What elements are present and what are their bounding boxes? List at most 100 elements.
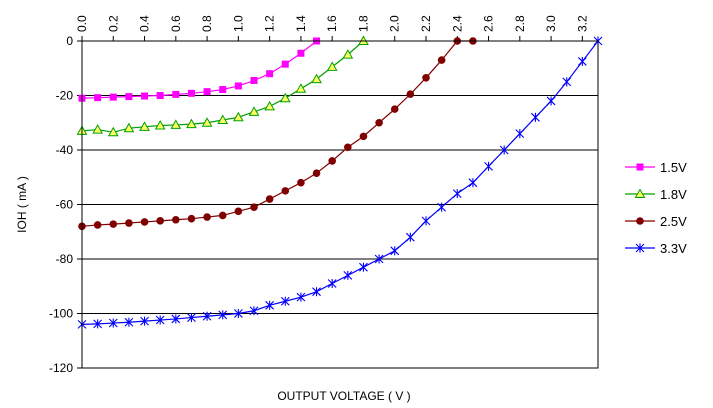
legend-label: 2.5V <box>660 214 687 229</box>
y-axis-ticks: 0 -20 -40 -60 -80 -100 -120 <box>49 34 82 375</box>
x-tick-label: 0.4 <box>138 15 152 32</box>
data-point <box>156 217 164 225</box>
legend: 1.5V 1.8V 2.5V 3.3V <box>625 160 687 256</box>
data-point <box>171 314 181 324</box>
data-point <box>531 112 540 122</box>
data-point <box>359 262 368 272</box>
data-point <box>374 254 384 264</box>
x-tick-label: 2.2 <box>419 15 433 32</box>
data-point <box>201 117 213 127</box>
data-point <box>264 100 275 111</box>
data-point <box>281 60 289 68</box>
legend-label: 1.5V <box>660 160 687 175</box>
data-point <box>344 143 352 152</box>
data-point <box>421 216 431 226</box>
x-tick-label: 1.8 <box>356 15 370 32</box>
y-tick-label: -60 <box>56 198 74 212</box>
data-point <box>187 89 195 97</box>
legend-item: 1.5V <box>625 160 687 175</box>
data-point <box>312 287 321 297</box>
data-point <box>437 202 447 212</box>
data-point <box>280 296 290 306</box>
data-point <box>279 92 291 103</box>
data-point <box>124 317 134 327</box>
data-point <box>141 92 149 100</box>
data-point <box>219 86 227 94</box>
data-point <box>218 211 227 220</box>
data-point <box>202 311 212 321</box>
data-point <box>233 111 244 122</box>
y-tick-label: -20 <box>56 89 74 103</box>
series-line <box>81 40 599 325</box>
data-point <box>405 232 415 242</box>
x-tick-label: 1.4 <box>294 15 308 32</box>
data-point <box>343 270 353 280</box>
data-point <box>311 73 322 84</box>
data-point <box>234 207 243 216</box>
legend-marker <box>636 217 644 225</box>
legend-item: 2.5V <box>625 214 687 229</box>
data-point <box>281 187 290 195</box>
legend-label: 3.3V <box>660 241 687 256</box>
data-point <box>109 93 117 101</box>
data-point <box>92 124 103 134</box>
x-tick-label: 0.8 <box>200 15 214 32</box>
y-tick-label: -100 <box>49 307 73 321</box>
x-axis-ticks: 0.0 0.2 0.4 0.6 0.8 1.0 1.2 1.4 1.6 1.8 2.0 2.2 2.4 2… <box>75 15 589 41</box>
data-point <box>375 118 383 127</box>
data-point <box>452 189 462 199</box>
data-point <box>139 121 150 131</box>
data-point <box>295 83 307 93</box>
legend-item: 1.8V <box>625 187 687 202</box>
x-tick-label: 2.4 <box>450 15 464 32</box>
data-point <box>250 203 258 212</box>
data-point <box>297 49 305 57</box>
data-point <box>140 316 149 326</box>
x-tick-label: 3.0 <box>544 15 558 32</box>
x-tick-label: 2.8 <box>513 15 527 32</box>
data-point <box>203 213 211 221</box>
data-point <box>562 77 572 87</box>
data-point <box>93 221 102 229</box>
data-point <box>437 56 446 64</box>
data-point <box>107 126 119 137</box>
x-tick-label: 0.0 <box>75 15 89 32</box>
x-axis-title: OUTPUT VOLTAGE ( V ) <box>277 389 410 403</box>
x-tick-label: 1.6 <box>325 15 339 32</box>
data-point <box>406 90 415 98</box>
data-point <box>108 318 118 328</box>
data-point <box>468 178 478 188</box>
data-point <box>248 106 260 116</box>
data-point <box>266 70 274 78</box>
y-tick-label: -40 <box>56 143 74 157</box>
data-point <box>326 61 338 71</box>
y-axis-title: IOH ( mA ) <box>15 176 29 233</box>
data-point <box>265 300 275 310</box>
data-point <box>156 92 164 99</box>
data-point <box>390 246 400 256</box>
data-point <box>172 90 180 98</box>
data-point <box>170 119 182 129</box>
series-2.5V <box>78 37 477 231</box>
series-layer <box>76 35 603 329</box>
legend-label: 1.8V <box>660 187 687 202</box>
data-point <box>187 214 196 223</box>
series-line <box>81 40 317 99</box>
x-tick-label: 1.2 <box>263 15 277 32</box>
data-point <box>577 56 587 66</box>
data-point <box>233 309 243 318</box>
data-point <box>217 114 229 125</box>
data-point <box>155 315 165 325</box>
y-tick-label: -120 <box>49 361 73 375</box>
legend-marker <box>636 163 644 171</box>
x-tick-label: 3.2 <box>575 15 589 32</box>
x-tick-label: 2.6 <box>482 15 496 32</box>
data-point <box>203 88 211 96</box>
data-point <box>328 157 336 165</box>
data-point <box>249 306 259 316</box>
plot-frame <box>81 40 599 369</box>
data-point <box>234 82 242 90</box>
data-point <box>186 118 197 129</box>
data-point <box>296 292 306 302</box>
